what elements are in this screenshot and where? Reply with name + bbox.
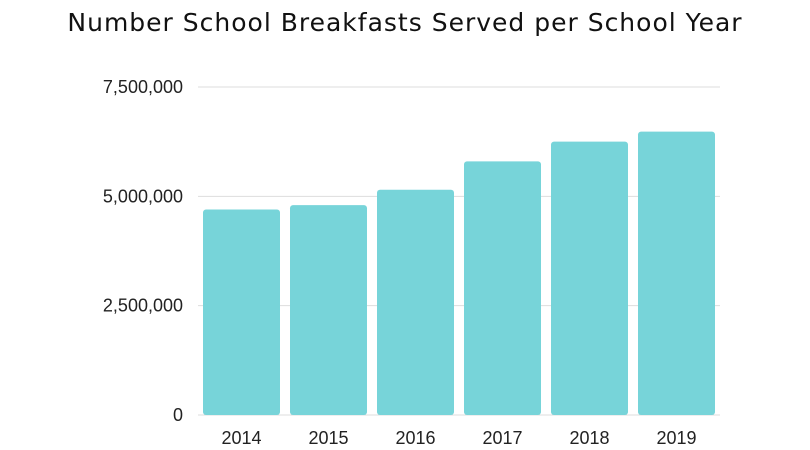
x-tick-label: 2014 bbox=[221, 428, 261, 448]
x-axis-tick-labels: 2014 2015 2016 2017 2018 2019 bbox=[221, 428, 696, 448]
y-tick-label: 5,000,000 bbox=[103, 186, 183, 206]
x-tick-label: 2016 bbox=[395, 428, 435, 448]
bar bbox=[551, 141, 628, 415]
x-tick-label: 2019 bbox=[656, 428, 696, 448]
bar bbox=[290, 205, 367, 415]
bars bbox=[203, 131, 715, 415]
x-tick-label: 2018 bbox=[569, 428, 609, 448]
bar bbox=[203, 209, 280, 415]
y-axis-tick-labels: 0 2,500,000 5,000,000 7,500,000 bbox=[103, 77, 183, 425]
x-tick-label: 2015 bbox=[308, 428, 348, 448]
bar bbox=[638, 131, 715, 415]
x-tick-label: 2017 bbox=[482, 428, 522, 448]
y-tick-label: 0 bbox=[173, 405, 183, 425]
chart-title: Number School Breakfasts Served per Scho… bbox=[67, 8, 743, 37]
bar bbox=[377, 189, 454, 415]
bar bbox=[464, 161, 541, 415]
gridlines bbox=[198, 86, 720, 416]
y-tick-label: 2,500,000 bbox=[103, 296, 183, 316]
y-tick-label: 7,500,000 bbox=[103, 77, 183, 97]
